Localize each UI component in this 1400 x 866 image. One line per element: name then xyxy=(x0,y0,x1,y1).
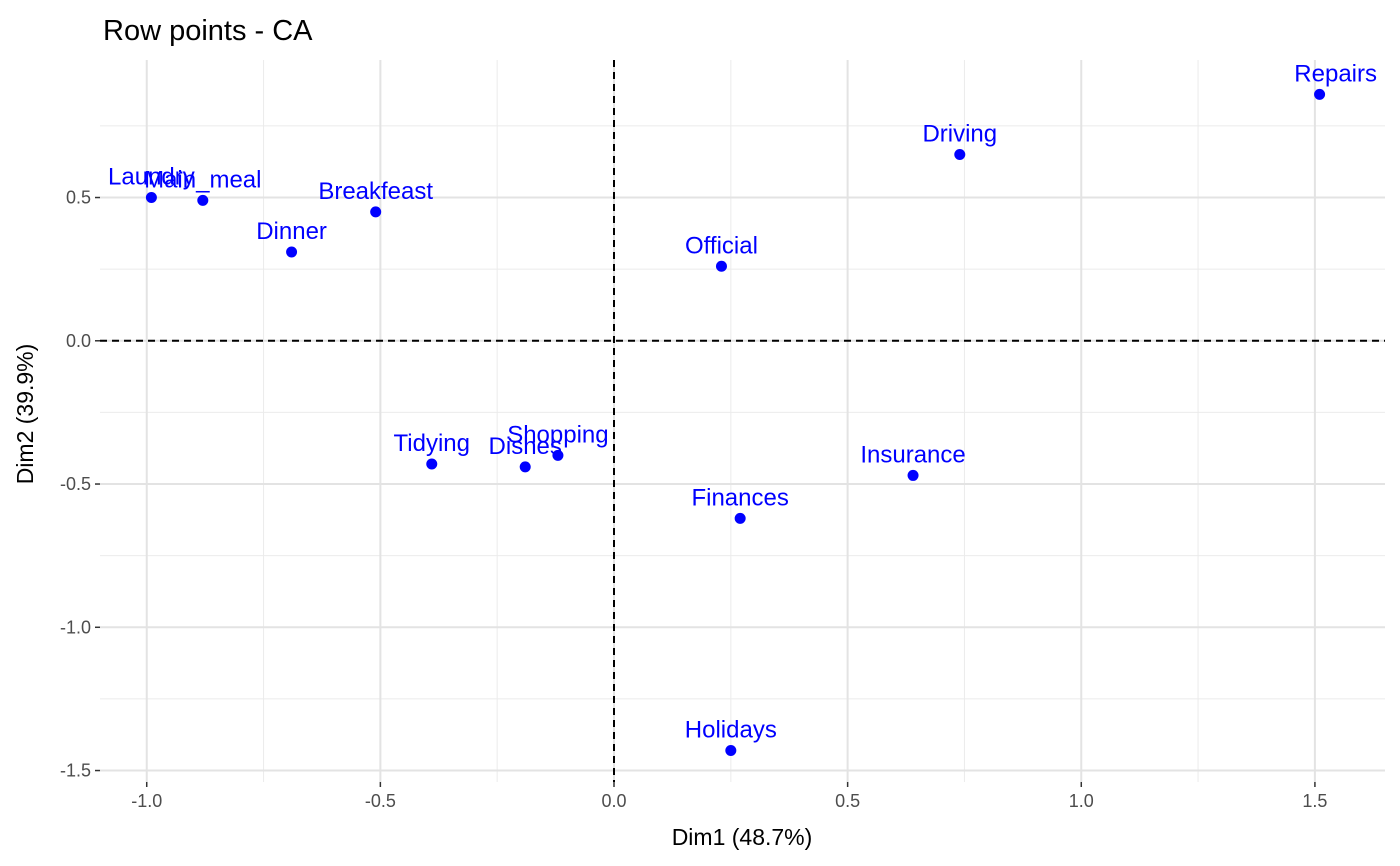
y-tick-label: 0.5 xyxy=(66,188,91,208)
y-tick-label: -1.0 xyxy=(60,617,91,637)
point-label: Dinner xyxy=(256,218,327,245)
data-point xyxy=(145,192,157,204)
x-tick-label: 1.0 xyxy=(1069,791,1094,811)
data-point xyxy=(1314,88,1326,100)
data-point xyxy=(286,246,298,258)
data-point xyxy=(954,149,966,161)
point-label: Dishes xyxy=(489,433,562,460)
x-tick-label: 0.0 xyxy=(601,791,626,811)
x-tick-label: -0.5 xyxy=(365,791,396,811)
point-label: Shopping xyxy=(507,421,608,448)
point-label: Insurance xyxy=(860,441,965,468)
point-label: Repairs xyxy=(1294,60,1377,87)
grid-lines xyxy=(100,60,1385,782)
point-label: Finances xyxy=(691,484,788,511)
y-tick-label: -1.5 xyxy=(60,761,91,781)
data-point xyxy=(725,744,737,756)
x-axis-title: Dim1 (48.7%) xyxy=(672,824,813,850)
axis-ticks: -1.0 -0.5 0.0 0.5 1.0 1.5 -1.5 -1.0 -0.5 0.0 0.5 xyxy=(60,188,1327,811)
point-label: Laundry xyxy=(108,164,195,191)
point-label: Holidays xyxy=(685,716,777,743)
point-label: Driving xyxy=(922,121,997,148)
point-label: Official xyxy=(685,232,758,259)
y-tick-label: -0.5 xyxy=(60,474,91,494)
reference-lines xyxy=(100,60,1385,782)
y-axis-title: Dim2 (39.9%) xyxy=(12,344,38,485)
data-points xyxy=(145,88,1326,756)
data-point xyxy=(370,206,382,218)
data-point xyxy=(715,260,727,272)
point-label: Main_meal xyxy=(144,166,261,193)
data-point xyxy=(907,469,919,481)
data-point xyxy=(734,512,746,524)
x-tick-label: 0.5 xyxy=(835,791,860,811)
x-tick-label: -1.0 xyxy=(131,791,162,811)
data-point xyxy=(426,458,438,470)
chart-title: Row points - CA xyxy=(103,15,313,47)
data-point xyxy=(197,194,209,206)
y-tick-label: 0.0 xyxy=(66,331,91,351)
data-point xyxy=(519,461,531,473)
point-label: Tidying xyxy=(394,430,470,457)
x-tick-label: 1.5 xyxy=(1302,791,1327,811)
data-point xyxy=(552,449,564,461)
point-label: Breakfeast xyxy=(318,178,433,205)
